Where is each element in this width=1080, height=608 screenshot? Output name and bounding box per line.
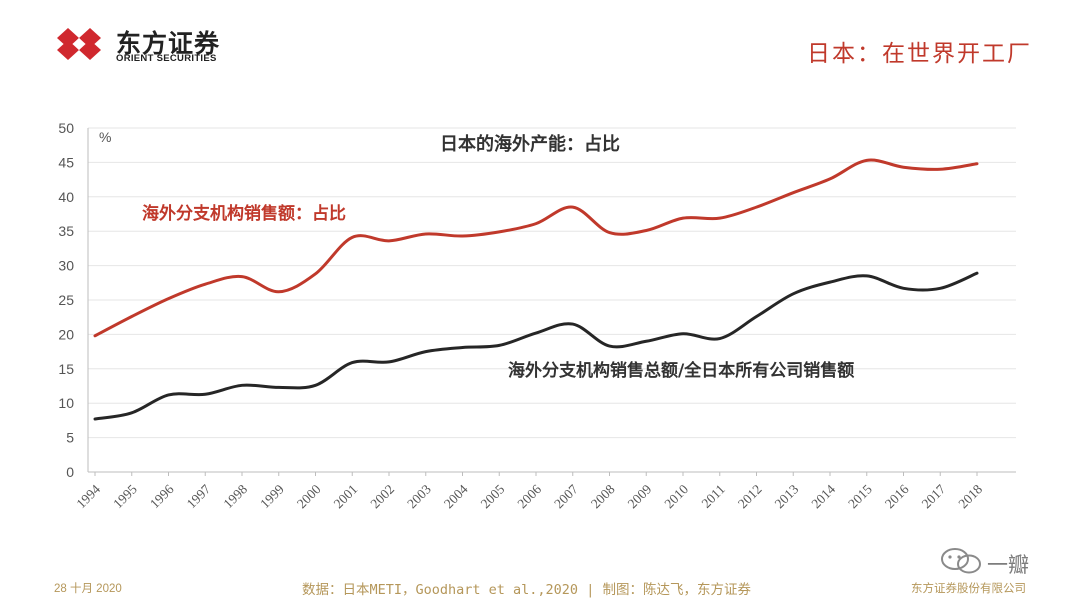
wechat-icon [941,548,981,574]
series-lines [93,158,979,421]
x-tick-label: 2017 [919,481,949,511]
axes [87,128,1016,476]
y-tick-label: 50 [58,120,74,136]
x-tick-label: 2016 [882,481,912,511]
logo-english-name: ORIENT SECURITIES [116,53,217,64]
x-tick-label: 2003 [404,481,434,511]
y-tick-label: 15 [58,361,74,377]
logo-chinese-name: 东方证券 [116,29,221,58]
y-tick-label: 25 [58,292,74,308]
x-tick-label: 2011 [699,482,728,511]
orient-logo-icon [57,28,101,60]
x-tick-label: 1999 [257,481,287,511]
x-tick-label: 1996 [147,481,177,511]
company-logo: 东方证券 ORIENT SECURITIES [52,22,252,66]
y-tick-label: 30 [58,258,74,274]
x-tick-label: 2013 [772,481,802,511]
y-tick-label: 5 [66,430,74,446]
y-tick-label: 20 [58,326,74,342]
y-tick-label: 10 [58,395,74,411]
x-tick-label: 1995 [110,481,140,511]
x-tick-label: 2008 [588,481,618,511]
page-title: 日本：在世界开工厂 [807,41,1032,67]
x-tick-label: 2018 [955,481,985,511]
series-line-overseas-sales-share [93,158,979,338]
x-tick-label: 2001 [331,482,361,512]
y-tick-label: 35 [58,223,74,239]
footer-source: 数据：日本METI，Goodhart et al.,2020 | 制图：陈达飞，… [302,582,751,598]
y-tick-label: 40 [58,189,74,205]
x-tick-label: 2012 [735,482,765,512]
x-tick-label: 1994 [73,481,103,511]
x-tick-label: 2014 [808,481,838,511]
x-tick-label: 2004 [441,481,471,511]
x-tick-label: 2006 [514,481,544,511]
x-tick-label: 1997 [184,481,214,511]
chart-title: 日本的海外产能：占比 [440,133,620,155]
x-tick-label: 2010 [661,481,691,511]
grid-lines [88,127,1016,439]
x-tick-label: 2007 [551,481,581,511]
x-tick-label: 2002 [367,482,397,512]
x-tick-labels: 1994 1995 1996 1997 1998 1999 2000 2001 2002 2003… [73,481,985,511]
unit-label: % [99,129,111,145]
x-tick-label: 2005 [478,481,508,511]
red-series-label: 海外分支机构销售额：占比 [142,203,346,224]
x-tick-label: 2000 [294,481,324,511]
x-tick-label: 2015 [845,481,875,511]
x-tick-label: 2009 [625,481,655,511]
footer-company: 东方证券股份有限公司 [911,581,1026,595]
watermark-text: 一瓣 [987,553,1029,577]
series-line-overseas-to-total-sales [93,271,979,421]
watermark: 一瓣 [940,546,1050,580]
y-tick-labels: 0 5 10 15 20 25 30 35 40 45 50 [58,120,74,480]
y-tick-label: 45 [58,154,74,170]
y-tick-label: 0 [66,464,74,480]
footer-date: 28 十月 2020 [54,583,122,595]
dark-series-label: 海外分支机构销售总额/全日本所有公司销售额 [508,360,854,381]
x-tick-label: 1998 [220,481,250,511]
